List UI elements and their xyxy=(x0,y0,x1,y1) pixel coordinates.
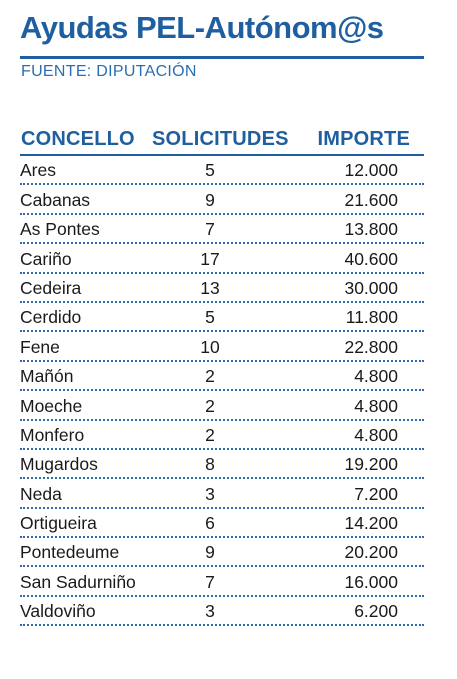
header-concello: CONCELLO xyxy=(21,128,135,150)
table-row: Fene 10 22.800 xyxy=(20,332,424,362)
cell-concello: San Sadurniño xyxy=(20,571,136,592)
table-row: Cariño 17 40.600 xyxy=(20,244,424,274)
cell-importe: 4.800 xyxy=(354,366,398,387)
cell-concello: Cerdido xyxy=(20,307,82,328)
cell-solicitudes: 10 xyxy=(200,336,220,357)
cell-concello: Neda xyxy=(20,483,62,504)
title-rule xyxy=(20,56,424,59)
header-solicitudes: SOLICITUDES xyxy=(152,128,289,150)
cell-concello: Cedeira xyxy=(20,277,82,298)
header-importe: IMPORTE xyxy=(317,128,410,150)
cell-concello: Cabanas xyxy=(20,189,91,210)
cell-concello: Pontedeume xyxy=(20,542,120,563)
cell-solicitudes: 5 xyxy=(205,160,215,181)
cell-concello: Ortigueira xyxy=(20,513,97,534)
cell-concello: Mugardos xyxy=(20,454,98,475)
cell-solicitudes: 9 xyxy=(205,189,215,210)
cell-importe: 20.200 xyxy=(344,542,398,563)
cell-importe: 16.000 xyxy=(344,571,398,592)
table-row: Mugardos 8 19.200 xyxy=(20,450,424,480)
cell-concello: Valdoviño xyxy=(20,601,96,622)
cell-solicitudes: 5 xyxy=(205,307,215,328)
cell-solicitudes: 3 xyxy=(205,483,215,504)
cell-concello: Ares xyxy=(20,160,56,181)
cell-concello: As Pontes xyxy=(20,219,100,240)
table-row: Neda 3 7.200 xyxy=(20,479,424,509)
table-row: Monfero 2 4.800 xyxy=(20,421,424,450)
table-row: Pontedeume 9 20.200 xyxy=(20,538,424,568)
cell-concello: Fene xyxy=(20,336,60,357)
table-row: San Sadurniño 7 16.000 xyxy=(20,567,424,597)
cell-importe: 30.000 xyxy=(344,277,398,298)
cell-importe: 14.200 xyxy=(344,513,398,534)
source-label: FUENTE: DIPUTACIÓN xyxy=(21,63,197,80)
cell-solicitudes: 8 xyxy=(205,454,215,475)
table-row: Ortigueira 6 14.200 xyxy=(20,509,424,539)
cell-solicitudes: 7 xyxy=(205,219,215,240)
cell-solicitudes: 2 xyxy=(205,366,215,387)
cell-concello: Mañón xyxy=(20,366,74,387)
table-row: Moeche 2 4.800 xyxy=(20,391,424,421)
cell-importe: 40.600 xyxy=(344,248,398,269)
table-row: Cabanas 9 21.600 xyxy=(20,185,424,215)
table-row: Cedeira 13 30.000 xyxy=(20,274,424,303)
table-row: Ares 5 12.000 xyxy=(20,156,424,186)
cell-solicitudes: 13 xyxy=(200,277,220,298)
cell-solicitudes: 2 xyxy=(205,395,215,416)
cell-importe: 11.800 xyxy=(345,307,398,328)
cell-solicitudes: 7 xyxy=(205,571,215,592)
table-row: As Pontes 7 13.800 xyxy=(20,215,424,245)
data-table: CONCELLO SOLICITUDES IMPORTE Ares 5 12.000… xyxy=(20,128,424,627)
table-row: Mañón 2 4.800 xyxy=(20,362,424,392)
cell-importe: 13.800 xyxy=(344,219,398,240)
cell-importe: 22.800 xyxy=(344,336,398,357)
table-row: Cerdido 5 11.800 xyxy=(20,303,424,333)
cell-importe: 19.200 xyxy=(344,454,398,475)
table-body: Ares 5 12.000 Cabanas 9 21.600 As Pontes 7 13.80… xyxy=(20,156,424,627)
cell-concello: Monfero xyxy=(20,424,85,445)
table-row: Valdoviño 3 6.200 xyxy=(20,597,424,627)
table-header: CONCELLO SOLICITUDES IMPORTE xyxy=(20,128,424,156)
cell-concello: Moeche xyxy=(20,395,83,416)
cell-importe: 7.200 xyxy=(354,483,398,504)
cell-importe: 6.200 xyxy=(354,601,398,622)
cell-importe: 12.000 xyxy=(344,160,398,181)
page-title: Ayudas PEL-Autónom@s xyxy=(20,10,384,45)
cell-solicitudes: 2 xyxy=(205,424,215,445)
cell-solicitudes: 3 xyxy=(205,601,215,622)
cell-solicitudes: 17 xyxy=(200,248,220,269)
cell-importe: 4.800 xyxy=(354,424,398,445)
cell-solicitudes: 9 xyxy=(205,542,215,563)
cell-importe: 21.600 xyxy=(344,189,398,210)
cell-solicitudes: 6 xyxy=(205,513,215,534)
cell-concello: Cariño xyxy=(20,248,72,269)
cell-importe: 4.800 xyxy=(354,395,398,416)
